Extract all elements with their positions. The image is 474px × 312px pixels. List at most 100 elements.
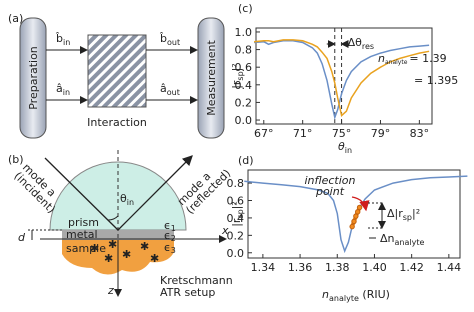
svg-text:✱: ✱ — [104, 252, 113, 265]
shift-label: Δθres — [348, 36, 374, 51]
inflection-label: point — [315, 185, 345, 198]
panel-label: (b) — [8, 153, 24, 166]
x-axis-label-main: n — [322, 288, 329, 301]
y-axis-label-pre: |r — [230, 218, 243, 227]
y-tick-label: 0.0 — [235, 114, 253, 127]
series-label-value: = 1.39 — [409, 52, 446, 65]
eps2-label: ϵ2 — [164, 229, 176, 243]
svg-text:✱: ✱ — [150, 252, 159, 265]
interaction-box — [87, 34, 147, 108]
eps1-label: ϵ1 — [164, 219, 176, 233]
reflected-label: mode a(reflected) — [175, 158, 233, 216]
d-label: d — [18, 231, 26, 244]
panel-a: (a) Preparation Interaction Measurement … — [8, 12, 225, 139]
delta-r-pre: Δ|r — [387, 207, 403, 220]
y-axis-label-sub: sp — [236, 209, 245, 218]
y-tick-label: 0.2 — [235, 96, 253, 109]
x-tick-label: 1.44 — [437, 261, 462, 274]
x-tick-label: 1.36 — [288, 261, 313, 274]
incident-ray — [44, 157, 119, 231]
a-in-label: âin — [56, 82, 70, 97]
b-out-label: b̂out — [159, 32, 180, 47]
y-tick-label: 0.8 — [227, 177, 245, 190]
x-tick-label: 71° — [293, 127, 313, 140]
reflected-ray — [117, 155, 193, 231]
shift-label-sub: res — [362, 42, 374, 51]
b-in-label: b̂in — [55, 32, 70, 47]
data-point — [355, 209, 361, 215]
x-axis-label: θin — [338, 140, 352, 155]
prism-label: prism — [68, 216, 99, 229]
y-axis-label-post: |² — [230, 201, 243, 209]
svg-text:✱: ✱ — [122, 248, 131, 261]
y-tick-label: 0.4 — [235, 79, 253, 92]
inflection-arrow — [351, 196, 370, 212]
x-axis-label: nanalyte (RIU) — [322, 288, 390, 303]
data-point — [353, 213, 359, 219]
delta-n-main: Δn — [380, 232, 395, 245]
x-tick-label: 67° — [254, 127, 274, 140]
series-label-sub: analyte — [385, 59, 408, 66]
y-tick-label: 0.6 — [227, 194, 245, 207]
x-axis-label-main: θ — [338, 140, 345, 153]
y-axis-label-post: |² — [230, 63, 243, 71]
data-line — [254, 39, 430, 118]
preparation-label: Preparation — [27, 46, 40, 110]
y-axis-label: |rsp|² — [230, 201, 245, 227]
data-line — [254, 40, 430, 121]
data-line — [244, 175, 468, 254]
metal-label: metal — [66, 228, 98, 241]
series-label-main: n — [378, 52, 385, 65]
delta-r-post: |² — [412, 207, 420, 220]
y-tick-label: 1.0 — [235, 26, 253, 39]
y-tick-label: 0.6 — [235, 61, 253, 74]
data-point — [349, 223, 355, 230]
svg-text:✱: ✱ — [108, 238, 117, 251]
svg-text:✱: ✱ — [90, 242, 99, 255]
x-tick-label: 83° — [410, 127, 430, 140]
svg-text:✱: ✱ — [140, 240, 149, 253]
plot-frame — [247, 169, 461, 259]
y-axis-label: |rsp|² — [230, 63, 245, 89]
measurement-label: Measurement — [205, 40, 218, 116]
x-tick-label: 1.34 — [251, 261, 276, 274]
x-axis-label-sub: analyte — [329, 294, 359, 303]
preparation-box — [19, 17, 47, 139]
delta-r-sub: sp — [403, 213, 412, 222]
angle-arc — [107, 215, 119, 221]
z-label: z — [107, 284, 114, 297]
series-label: = 1.395 — [414, 74, 458, 87]
sample-label: sample — [66, 242, 106, 255]
x-tick-label: 1.42 — [399, 261, 424, 274]
interaction-label: Interaction — [87, 116, 147, 129]
panel-label: (a) — [8, 12, 23, 25]
y-axis-label-pre: |r — [230, 80, 243, 89]
x-label: x — [221, 224, 229, 237]
eps3-label: ϵ3 — [164, 241, 176, 255]
panel-b: (b) ✱ ✱ ✱✱ ✱ ✱ θin mode a(incident) mode a… — [8, 150, 233, 299]
molecules: ✱ ✱ ✱✱ ✱ ✱ — [90, 238, 159, 265]
x-tick-label: 79° — [371, 127, 391, 140]
delta-r-label: Δ|rsp|² — [387, 207, 420, 222]
plot-frame — [255, 27, 433, 125]
a-out-label: âout — [160, 82, 180, 97]
data-point — [356, 204, 363, 211]
inflection-label: inflection — [304, 174, 355, 187]
x-tick-label: 1.40 — [362, 261, 387, 274]
theta-label: θin — [120, 192, 134, 207]
x-axis-label-sub: in — [345, 146, 352, 155]
y-tick-label: 0.8 — [235, 44, 253, 57]
x-axis-label-unit: (RIU) — [359, 288, 390, 301]
y-tick-label: 0.0 — [227, 247, 245, 260]
y-axis-label-sub: sp — [236, 71, 245, 80]
panel-label: (d) — [238, 154, 254, 167]
shift-label-main: Δθ — [348, 36, 363, 49]
y-tick-label: 0.2 — [227, 229, 245, 242]
caption: Kretschmann ATR setup — [160, 274, 233, 299]
measurement-box — [197, 17, 225, 139]
x-tick-label: 1.38 — [325, 261, 350, 274]
delta-n-sub: analyte — [395, 238, 425, 247]
delta-n-label: Δnanalyte — [380, 232, 424, 247]
x-tick-label: 75° — [332, 127, 352, 140]
